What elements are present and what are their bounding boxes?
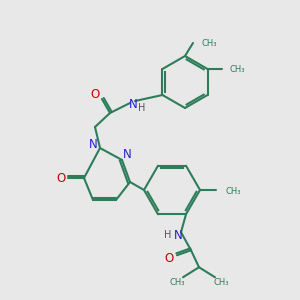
Text: CH₃: CH₃: [201, 38, 217, 47]
Text: O: O: [56, 172, 66, 184]
Text: N: N: [129, 98, 137, 110]
Text: H: H: [164, 230, 171, 240]
Text: CH₃: CH₃: [225, 187, 241, 196]
Text: H: H: [138, 103, 146, 113]
Text: CH₃: CH₃: [230, 64, 245, 74]
Text: CH₃: CH₃: [169, 278, 185, 287]
Text: CH₃: CH₃: [213, 278, 229, 287]
Text: O: O: [164, 252, 174, 265]
Text: N: N: [88, 139, 98, 152]
Text: N: N: [123, 148, 131, 161]
Text: O: O: [90, 88, 100, 100]
Text: N: N: [174, 229, 182, 242]
